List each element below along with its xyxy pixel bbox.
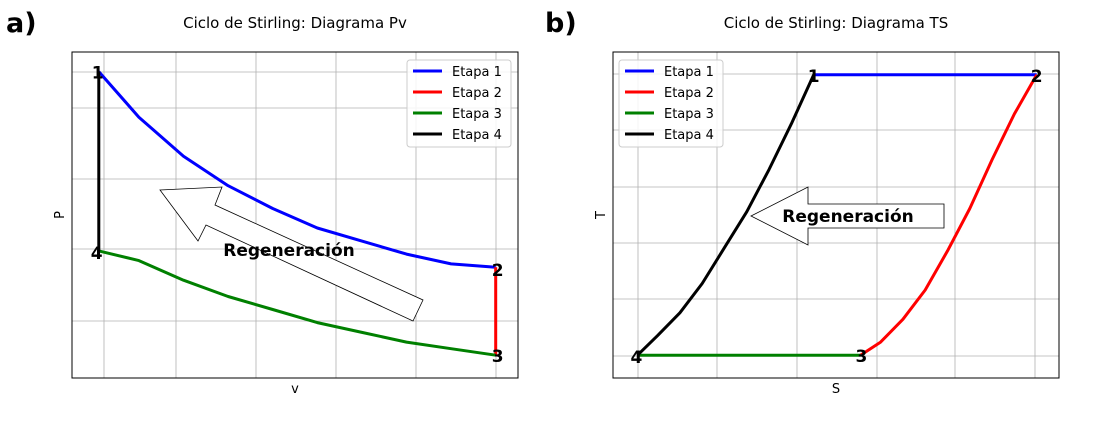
- point-label-3: 3: [856, 347, 868, 367]
- chart-title: Ciclo de Stirling: Diagrama Pv: [183, 14, 407, 32]
- legend-box: [406, 59, 512, 148]
- legend-label-etapa-4: Etapa 4: [664, 128, 714, 143]
- point-label-1: 1: [92, 64, 104, 84]
- legend-box: [618, 59, 724, 148]
- regeneration-arrow: [159, 186, 424, 322]
- legend: Etapa 1 Etapa 2 Etapa 3 Etapa 4: [618, 59, 724, 148]
- point-label-3: 3: [492, 347, 504, 367]
- legend-label-etapa-2: Etapa 2: [452, 86, 502, 101]
- legend-label-etapa-2: Etapa 2: [664, 86, 714, 101]
- panel-label: a): [6, 8, 37, 39]
- series-line-etapa-4: [636, 74, 816, 357]
- regeneration-label: Regeneración: [782, 207, 914, 227]
- point-label-2: 2: [1031, 67, 1043, 87]
- chart-panel-pv: a) Ciclo de Stirling: Diagrama Pv Regenera…: [6, 8, 519, 397]
- legend-label-etapa-1: Etapa 1: [664, 65, 714, 80]
- regeneration-arrow: [750, 186, 945, 246]
- plot-frame: [71, 51, 519, 379]
- legend-label-etapa-3: Etapa 3: [664, 107, 714, 122]
- chart-title: Ciclo de Stirling: Diagrama TS: [724, 14, 949, 32]
- series-line-etapa-3: [98, 249, 496, 357]
- series-line-etapa-1: [97, 70, 496, 269]
- y-axis-label: T: [594, 211, 609, 220]
- series-line-etapa-2: [859, 74, 1039, 357]
- chart-panel-ts: b) Ciclo de Stirling: Diagrama TS Regenera…: [545, 8, 1060, 397]
- legend-label-etapa-3: Etapa 3: [452, 107, 502, 122]
- x-axis-label: v: [291, 382, 299, 397]
- point-label-2: 2: [492, 261, 504, 281]
- point-label-1: 1: [808, 67, 820, 87]
- legend: Etapa 1 Etapa 2 Etapa 3 Etapa 4: [406, 59, 512, 148]
- legend-label-etapa-4: Etapa 4: [452, 128, 502, 143]
- point-label-4: 4: [91, 244, 103, 264]
- x-axis-label: S: [832, 382, 840, 397]
- legend-label-etapa-1: Etapa 1: [452, 65, 502, 80]
- y-axis-label: P: [53, 211, 68, 219]
- point-label-4: 4: [631, 348, 643, 368]
- regeneration-label: Regeneración: [223, 241, 355, 261]
- panel-label: b): [545, 8, 577, 39]
- plot-frame: [612, 51, 1060, 379]
